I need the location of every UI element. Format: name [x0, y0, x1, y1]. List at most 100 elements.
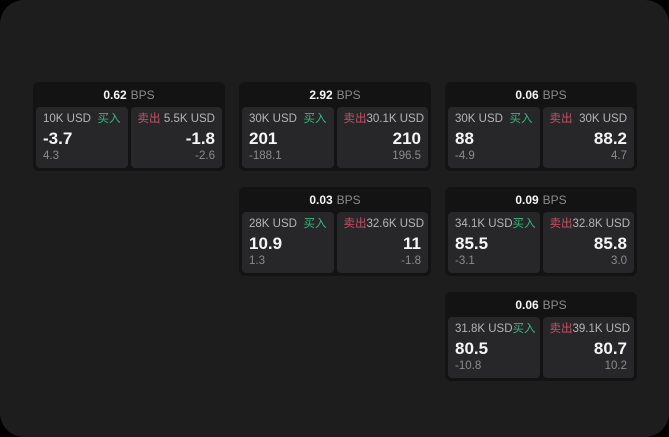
buy-label: 买入 — [97, 113, 121, 125]
buy-label: 买入 — [303, 113, 327, 125]
buy-panel[interactable]: 28K USD 买入 10.9 1.3 — [242, 212, 334, 273]
quote-card-1: 0.62 BPS 10K USD 买入 -3.7 4.3 卖出 5.5K USD… — [33, 82, 225, 171]
buy-panel[interactable]: 30K USD 买入 201 -188.1 — [242, 107, 334, 168]
sell-delta: 196.5 — [392, 150, 421, 162]
sell-amount: 32.8K USD — [572, 218, 631, 230]
buy-panel[interactable]: 34.1K USD 买入 85.5 -3.1 — [448, 212, 540, 273]
spread-header: 0.06 BPS — [445, 292, 637, 317]
spread-value: 0.09 — [515, 192, 539, 207]
sell-amount: 30K USD — [579, 113, 627, 125]
sell-label: 卖出 — [549, 218, 573, 230]
sell-panel[interactable]: 卖出 30.1K USD 210 196.5 — [336, 107, 428, 168]
sell-panel[interactable]: 卖出 32.8K USD 85.8 3.0 — [542, 212, 634, 273]
quote-card-4: 0.03 BPS 28K USD 买入 10.9 1.3 卖出 32.6K US… — [239, 187, 431, 276]
sell-price: 88.2 — [593, 128, 627, 148]
sell-panel[interactable]: 卖出 39.1K USD 80.7 10.2 — [542, 317, 634, 378]
sell-panel-top: 卖出 32.6K USD — [343, 218, 425, 231]
sell-panel[interactable]: 卖出 30K USD 88.2 4.7 — [542, 107, 634, 168]
sell-panel-top: 卖出 5.5K USD — [138, 113, 216, 126]
quote-card-3: 0.06 BPS 30K USD 买入 88 -4.9 卖出 30K USD 8… — [445, 82, 637, 171]
spread-value: 0.62 — [103, 87, 127, 102]
quote-card-2: 2.92 BPS 30K USD 买入 201 -188.1 卖出 30.1K … — [239, 82, 431, 171]
buy-amount: 30K USD — [455, 113, 503, 125]
quote-body: 34.1K USD 买入 85.5 -3.1 卖出 32.8K USD 85.8… — [445, 212, 637, 276]
spread-unit: BPS — [542, 87, 567, 102]
sell-label: 卖出 — [343, 113, 367, 125]
sell-label: 卖出 — [343, 218, 367, 230]
sell-label: 卖出 — [137, 113, 161, 125]
sell-amount: 32.6K USD — [366, 218, 425, 230]
quote-card-6: 0.06 BPS 31.8K USD 买入 80.5 -10.8 卖出 39.1… — [445, 292, 637, 381]
spread-value: 0.06 — [515, 87, 539, 102]
spread-unit: BPS — [336, 192, 361, 207]
quote-card-5: 0.09 BPS 34.1K USD 买入 85.5 -3.1 卖出 32.8K… — [445, 187, 637, 276]
spread-header: 2.92 BPS — [239, 82, 431, 107]
sell-delta: 4.7 — [611, 150, 627, 162]
sell-amount: 30.1K USD — [366, 113, 425, 125]
buy-amount: 10K USD — [43, 113, 91, 125]
spread-unit: BPS — [130, 87, 155, 102]
spread-header: 0.03 BPS — [239, 187, 431, 212]
sell-delta: -2.6 — [195, 150, 215, 162]
buy-price: 10.9 — [249, 233, 283, 253]
sell-amount: 5.5K USD — [163, 113, 215, 125]
sell-panel-top: 卖出 39.1K USD — [549, 323, 631, 336]
buy-label: 买入 — [512, 218, 536, 230]
quote-body: 30K USD 买入 88 -4.9 卖出 30K USD 88.2 4.7 — [445, 107, 637, 171]
buy-amount: 28K USD — [249, 218, 297, 230]
sell-panel[interactable]: 卖出 5.5K USD -1.8 -2.6 — [130, 107, 222, 168]
buy-price: 85.5 — [455, 233, 489, 253]
buy-label: 买入 — [303, 218, 327, 230]
buy-panel-top: 10K USD 买入 — [43, 113, 121, 126]
spread-value: 0.03 — [309, 192, 333, 207]
quote-body: 30K USD 买入 201 -188.1 卖出 30.1K USD 210 1… — [239, 107, 431, 171]
sell-price: -1.8 — [185, 128, 215, 148]
sell-price: 11 — [403, 233, 421, 253]
buy-panel[interactable]: 31.8K USD 买入 80.5 -10.8 — [448, 317, 540, 378]
buy-panel-top: 30K USD 买入 — [249, 113, 327, 126]
buy-panel[interactable]: 30K USD 买入 88 -4.9 — [448, 107, 540, 168]
buy-delta: -3.1 — [455, 255, 475, 267]
quote-body: 28K USD 买入 10.9 1.3 卖出 32.6K USD 11 -1.8 — [239, 212, 431, 276]
buy-amount: 34.1K USD — [455, 218, 513, 230]
buy-delta: -188.1 — [249, 150, 282, 162]
buy-delta: -4.9 — [455, 150, 475, 162]
quote-body: 31.8K USD 买入 80.5 -10.8 卖出 39.1K USD 80.… — [445, 317, 637, 381]
buy-amount: 31.8K USD — [455, 323, 513, 335]
sell-panel-top: 卖出 32.8K USD — [549, 218, 631, 231]
quote-body: 10K USD 买入 -3.7 4.3 卖出 5.5K USD -1.8 -2.… — [33, 107, 225, 171]
sell-price: 80.7 — [593, 338, 627, 358]
sell-amount: 39.1K USD — [572, 323, 631, 335]
spread-header: 0.09 BPS — [445, 187, 637, 212]
buy-price: 201 — [249, 128, 278, 148]
buy-price: -3.7 — [43, 128, 73, 148]
spread-value: 0.06 — [515, 297, 539, 312]
sell-price: 210 — [392, 128, 421, 148]
sell-label: 卖出 — [549, 323, 573, 335]
buy-panel-top: 34.1K USD 买入 — [455, 218, 536, 231]
spread-unit: BPS — [542, 297, 567, 312]
buy-label: 买入 — [512, 323, 536, 335]
buy-panel-top: 30K USD 买入 — [455, 113, 533, 126]
buy-delta: 1.3 — [249, 255, 265, 267]
spread-header: 0.62 BPS — [33, 82, 225, 107]
buy-panel[interactable]: 10K USD 买入 -3.7 4.3 — [36, 107, 128, 168]
buy-price: 88 — [455, 128, 474, 148]
sell-panel[interactable]: 卖出 32.6K USD 11 -1.8 — [336, 212, 428, 273]
spread-header: 0.06 BPS — [445, 82, 637, 107]
buy-label: 买入 — [509, 113, 533, 125]
spread-value: 2.92 — [309, 87, 333, 102]
sell-panel-top: 卖出 30K USD — [550, 113, 628, 126]
sell-panel-top: 卖出 30.1K USD — [343, 113, 425, 126]
buy-price: 80.5 — [455, 338, 489, 358]
spread-unit: BPS — [542, 192, 567, 207]
sell-price: 85.8 — [593, 233, 627, 253]
sell-label: 卖出 — [549, 113, 573, 125]
sell-delta: -1.8 — [401, 255, 421, 267]
spread-unit: BPS — [336, 87, 361, 102]
buy-amount: 30K USD — [249, 113, 297, 125]
buy-delta: -10.8 — [455, 360, 482, 372]
buy-panel-top: 31.8K USD 买入 — [455, 323, 536, 336]
buy-delta: 4.3 — [43, 150, 59, 162]
